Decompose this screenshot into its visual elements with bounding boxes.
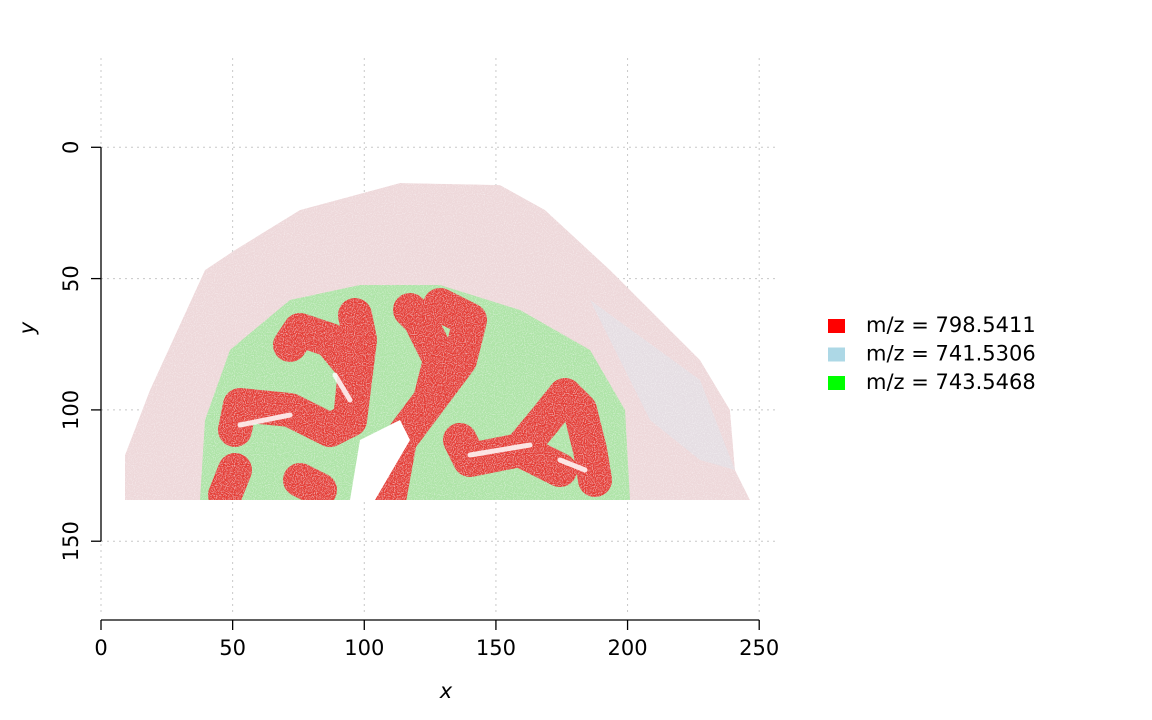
x-axis-title: x — [439, 679, 453, 703]
legend-label: m/z = 798.5411 — [866, 313, 1036, 337]
x-tick-label: 50 — [219, 636, 246, 660]
legend-swatch — [828, 376, 845, 390]
x-tick-label: 0 — [94, 636, 107, 660]
x-tick-label: 150 — [476, 636, 516, 660]
x-tick-label: 250 — [739, 636, 779, 660]
x-tick-label: 200 — [608, 636, 648, 660]
y-axis-title: y — [15, 321, 39, 335]
legend-swatch — [828, 347, 845, 362]
y-tick-label: 50 — [59, 265, 83, 292]
legend-label: m/z = 741.5306 — [866, 342, 1036, 366]
legend-label: m/z = 743.5468 — [866, 370, 1036, 394]
legend: m/z = 798.5411 m/z = 741.5306 m/z = 743.54… — [828, 313, 1036, 394]
y-tick-label: 150 — [59, 521, 83, 561]
legend-swatch — [828, 319, 845, 333]
tissue-image — [125, 183, 750, 500]
axes: 0 50 100 150 200 250 0 50 100 150 — [59, 141, 779, 660]
y-tick-label: 100 — [59, 390, 83, 430]
y-tick-label: 0 — [59, 141, 83, 154]
x-tick-label: 100 — [344, 636, 384, 660]
